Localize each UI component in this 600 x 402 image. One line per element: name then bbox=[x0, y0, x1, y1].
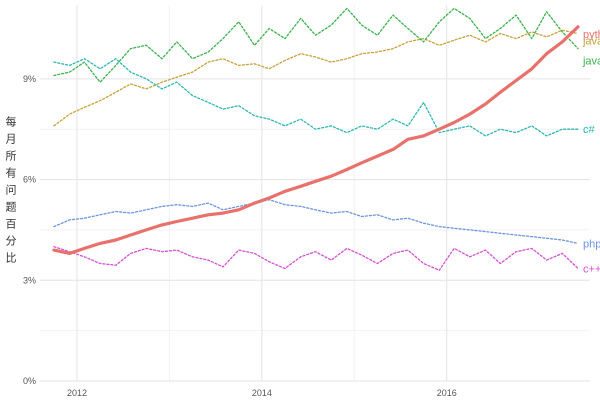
x-tick-label: 2016 bbox=[437, 388, 457, 398]
gridlines bbox=[40, 5, 590, 382]
series-line-php bbox=[53, 199, 579, 245]
series-line-java bbox=[53, 7, 579, 83]
series-label-python: python bbox=[583, 29, 600, 41]
x-tick-label: 2014 bbox=[252, 388, 272, 398]
series-label-java: java bbox=[582, 56, 600, 68]
series-label-javascript: javascript bbox=[582, 36, 600, 48]
y-tick-label: 6% bbox=[23, 175, 36, 185]
series-label-c: c# bbox=[583, 124, 596, 136]
series-lines bbox=[52, 7, 580, 271]
series-line-javascript bbox=[53, 29, 579, 127]
y-tick-label: 9% bbox=[23, 74, 36, 84]
series-line-python bbox=[52, 25, 580, 255]
y-axis-title: 每月所有问题百分比 bbox=[4, 116, 17, 269]
series-label-c: c++ bbox=[583, 264, 600, 276]
series-line-c bbox=[53, 58, 579, 137]
series-line-c bbox=[53, 246, 579, 271]
tick-labels: 0% 3% 6% 9% 2012 2014 2016 bbox=[23, 74, 457, 398]
x-tick-label: 2012 bbox=[67, 388, 87, 398]
y-tick-label: 0% bbox=[23, 376, 36, 386]
series-label-php: php bbox=[583, 238, 600, 250]
y-tick-label: 3% bbox=[23, 275, 36, 285]
series-labels: pythonjavascript java c# php c++ bbox=[582, 29, 600, 276]
